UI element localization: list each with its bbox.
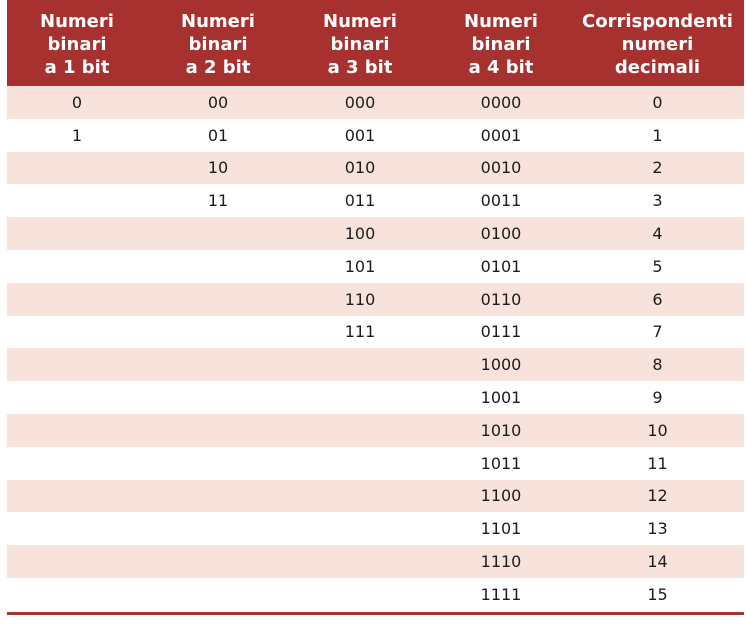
binary-decimal-table: Numeri binari a 1 bit Numeri binari a 2 … [7, 0, 744, 615]
table-cell: 0011 [480, 191, 522, 211]
table-row: 1 01 001 0001 1 [7, 119, 744, 152]
table-cell: 15 [647, 584, 668, 604]
table-cell: 0100 [480, 224, 522, 244]
table-row: 1010 10 [7, 413, 744, 447]
table-row: 1000 8 [7, 348, 744, 382]
table-cell: 1000 [480, 355, 522, 375]
table-cell: 2 [652, 158, 663, 178]
table-cell: 13 [647, 519, 668, 539]
table-row: 0 00 000 0000 0 [7, 86, 744, 119]
table-cell: 9 [652, 388, 663, 408]
table-row: 1111 15 [7, 578, 744, 611]
table-cell: 7 [652, 322, 663, 342]
table-cell: 0110 [480, 289, 522, 309]
table-row: 100 0100 4 [7, 217, 744, 250]
table-cell: 1 [71, 125, 83, 145]
table-cell: 100 [344, 224, 376, 244]
table-row: 1100 12 [7, 479, 744, 513]
table-cell: 010 [344, 158, 376, 178]
table-row: 1001 9 [7, 381, 744, 414]
table-cell: 101 [344, 256, 376, 276]
table-cell: 10 [207, 158, 229, 178]
table-cell: 001 [344, 125, 376, 145]
table-cell: 1011 [480, 453, 522, 473]
table-cell: 12 [647, 486, 668, 506]
table-row: 1110 14 [7, 545, 744, 578]
table-cell: 3 [652, 191, 663, 211]
header-2-bit: Numeri binari a 2 bit [181, 10, 255, 78]
table-cell: 1 [652, 125, 663, 145]
table-cell: 5 [652, 256, 663, 276]
table-header: Numeri binari a 1 bit Numeri binari a 2 … [7, 0, 744, 86]
header-1-bit: Numeri binari a 1 bit [40, 10, 114, 78]
table-row: 10 010 0010 2 [7, 151, 744, 185]
header-decimal: Corrispondenti numeri decimali [582, 10, 733, 78]
table-cell: 0010 [480, 158, 522, 178]
table-cell: 14 [647, 552, 668, 572]
table-cell: 11 [207, 191, 229, 211]
table-cell: 111 [344, 322, 376, 342]
table-cell: 0 [71, 92, 83, 112]
table-row: 101 0101 5 [7, 250, 744, 283]
bottom-rule [7, 611, 744, 615]
table-cell: 4 [652, 224, 663, 244]
table-cell: 0111 [480, 322, 522, 342]
table-cell: 0 [652, 92, 663, 112]
header-4-bit: Numeri binari a 4 bit [464, 10, 538, 78]
table-row: 11 011 0011 3 [7, 184, 744, 217]
table-cell: 000 [344, 92, 376, 112]
table-cell: 0001 [480, 125, 522, 145]
table-cell: 10 [647, 420, 668, 440]
table-cell: 1001 [480, 388, 522, 408]
header-3-bit: Numeri binari a 3 bit [323, 10, 397, 78]
table-row: 111 0111 7 [7, 316, 744, 349]
table-cell: 11 [647, 453, 668, 473]
table-cell: 1101 [480, 519, 522, 539]
table-cell: 8 [652, 355, 663, 375]
table-cell: 0000 [480, 92, 522, 112]
table-cell: 011 [344, 191, 376, 211]
table-row: 110 0110 6 [7, 282, 744, 316]
table-cell: 110 [344, 289, 376, 309]
table-cell: 01 [207, 125, 229, 145]
table-row: 1011 11 [7, 447, 744, 480]
table-body: 0 00 000 0000 0 1 01 001 0001 1 10 010 0010 2 11 011 001… [7, 86, 744, 611]
table-cell: 0101 [480, 256, 522, 276]
table-cell: 00 [207, 92, 229, 112]
table-cell: 1010 [480, 420, 522, 440]
table-cell: 1111 [480, 584, 522, 604]
table-cell: 1110 [480, 552, 522, 572]
table-cell: 6 [652, 289, 663, 309]
table-cell: 1100 [480, 486, 522, 506]
table-row: 1101 13 [7, 512, 744, 545]
